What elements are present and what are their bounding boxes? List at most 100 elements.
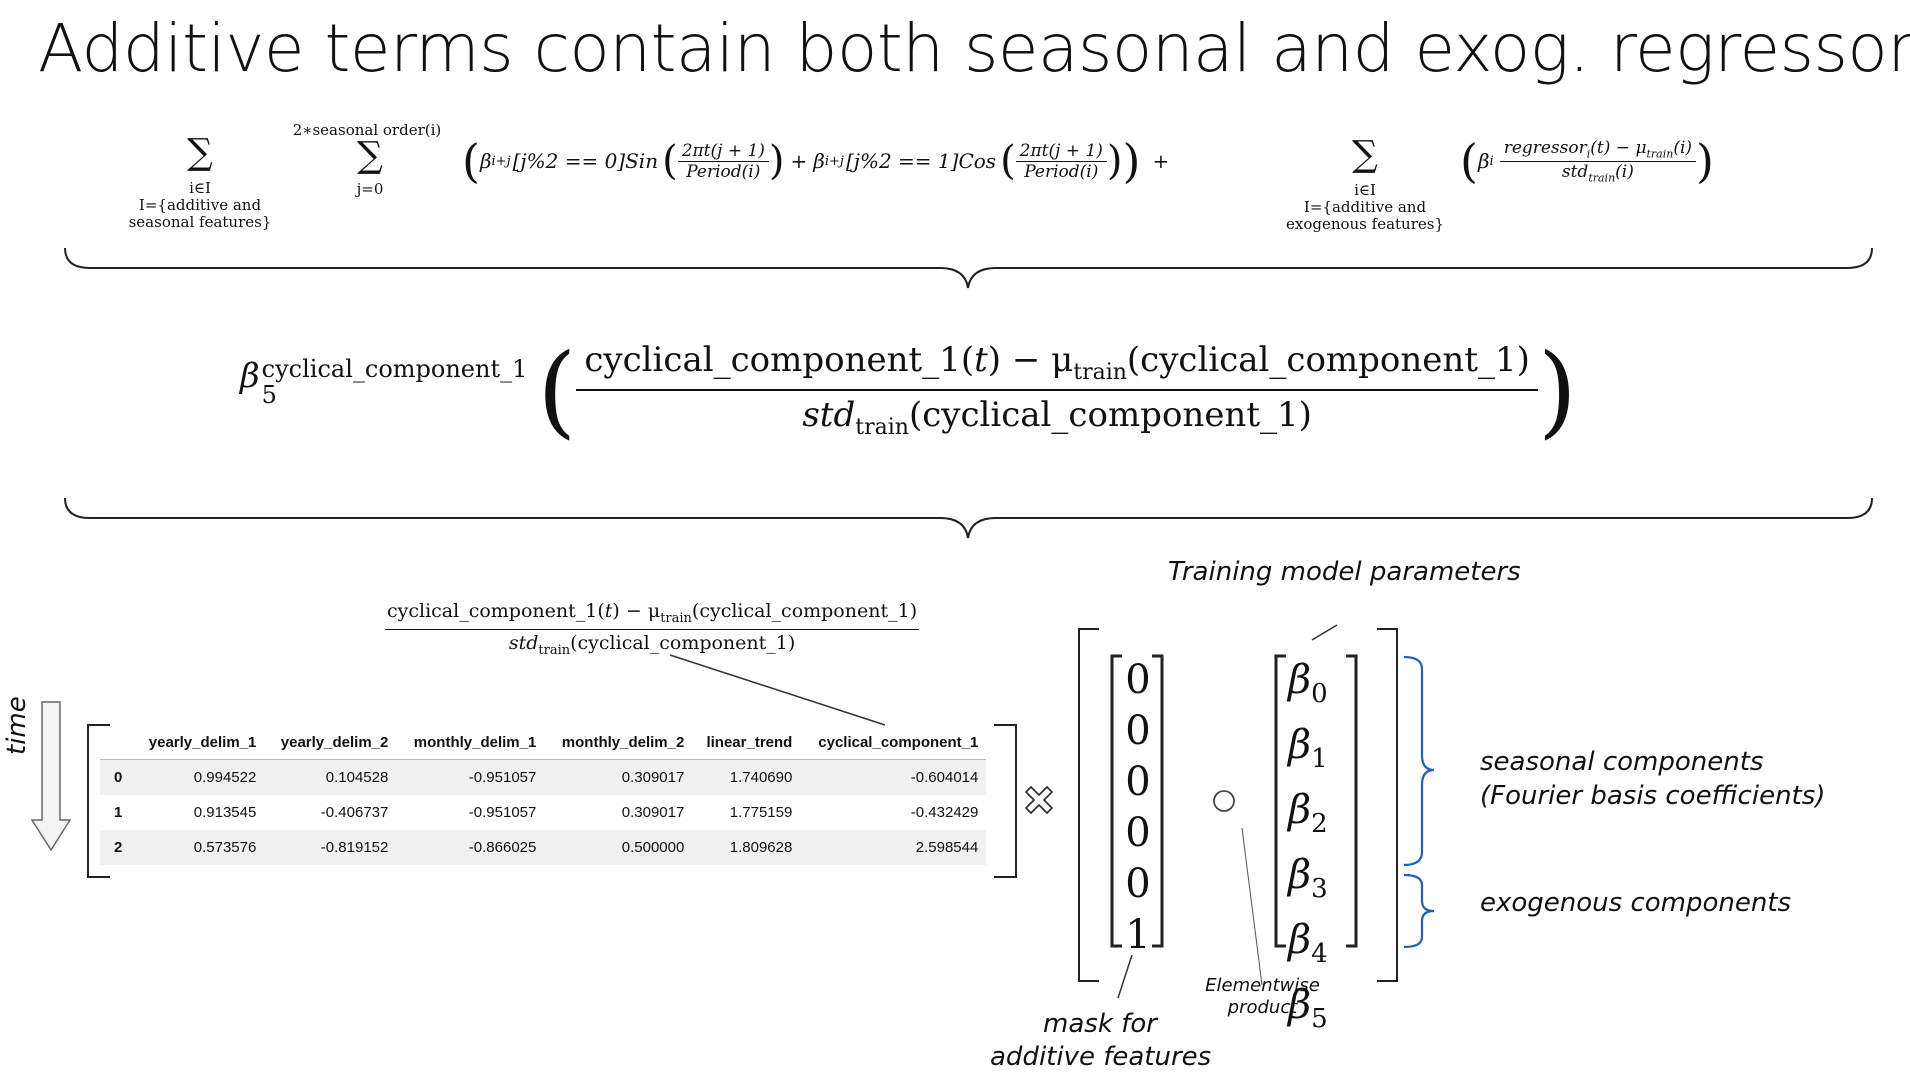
beta-subscript: i: [1489, 153, 1494, 169]
exogenous-components-label: exogenous components: [1480, 888, 1792, 918]
exogenous-brace: [1403, 873, 1435, 949]
plus-sign: +: [790, 149, 808, 173]
mask-label: mask for additive features: [990, 1008, 1212, 1074]
dataframe: yearly_delim_1 yearly_delim_2 monthly_de…: [100, 728, 987, 865]
beta-symbol: β: [1288, 787, 1312, 833]
table-row: 2 0.573576 -0.819152 -0.866025 0.500000 …: [100, 830, 987, 865]
train-subscript: train: [538, 642, 571, 658]
table-cell: -0.406737: [320, 804, 389, 821]
sum-3-index: i∈I: [1354, 181, 1376, 199]
num-a: cyclical_component_1(: [584, 340, 975, 381]
fraction-denominator: stdtrain(cyclical_component_1): [505, 630, 799, 658]
mask-entry: 0: [1125, 861, 1151, 907]
column-header: monthly_delim_2: [561, 734, 685, 751]
table-cell: 1.740690: [692, 759, 801, 795]
fraction-numerator: 2πt(j + 1): [1015, 141, 1107, 162]
mask-pointer-line: [1117, 954, 1133, 999]
training-params-label: Training model parameters: [1168, 557, 1521, 587]
paren-close: ): [768, 138, 785, 184]
sum-2: ∑: [340, 138, 400, 174]
table-cell: 0.309017: [621, 804, 685, 821]
params-pointer-line: [1311, 624, 1338, 641]
sum-1: ∑: [115, 135, 285, 171]
table-cell: -0.604014: [800, 759, 987, 795]
beta-symbol: β: [1288, 852, 1312, 898]
beta-symbol: β: [1477, 149, 1490, 173]
beta-subscript: i+j: [824, 153, 844, 169]
beta-symbol: β: [479, 149, 492, 173]
beta-subscript: i+j: [491, 153, 511, 169]
beta-symbol: β: [813, 149, 825, 173]
table-header-row: yearly_delim_1 yearly_delim_2 monthly_de…: [100, 728, 987, 760]
sin-fraction: 2πt(j + 1) Period(i): [677, 141, 769, 182]
seasonal-brace: [1403, 655, 1435, 867]
beta-subscript: 4: [1311, 939, 1328, 969]
column-header: [100, 728, 130, 760]
train-subscript: train: [1588, 170, 1616, 184]
beta5-term: β cyclical_component_1 5: [240, 356, 527, 408]
train-subscript: train: [1073, 360, 1127, 385]
regressor-fraction: regressori(t) − μtrain(i) stdtrain(i): [1499, 138, 1697, 184]
train-subscript: train: [1646, 147, 1674, 161]
row-index: 2: [100, 830, 131, 865]
table-cell: 0.913545: [193, 804, 257, 821]
fraction-denominator: Period(i): [1024, 161, 1099, 182]
mask-entry: 0: [1125, 810, 1151, 856]
minus-mu: (t) − μ: [1590, 138, 1647, 159]
beta-scripts: cyclical_component_1 5: [262, 356, 528, 408]
page-title: Additive terms contain both seasonal and…: [38, 10, 1910, 87]
elementwise-pointer-line: [1241, 827, 1263, 986]
table-cell: 0.573576: [130, 830, 265, 865]
sum-3-set-a: I={additive and: [1303, 198, 1427, 216]
sigma-symbol: ∑: [187, 132, 213, 173]
table-cell: -0.819152: [264, 830, 397, 865]
sigma-symbol: ∑: [357, 135, 383, 176]
den-c: (cyclical_component_1): [570, 631, 796, 654]
beta-subscript: 2: [1311, 809, 1328, 839]
paren-open: (: [462, 134, 480, 188]
mask-label-line-2: additive features: [990, 1042, 1212, 1072]
table-cell: -0.951057: [396, 759, 545, 795]
train-subscript: train: [660, 610, 692, 626]
beta-entry: β4: [1288, 915, 1352, 980]
fraction-denominator: stdtrain(i): [1558, 162, 1638, 184]
elementwise-label-line-2: product: [1227, 997, 1298, 1018]
beta-vector-brackets: [1274, 654, 1358, 948]
seasonal-label-line-2: (Fourier basis coefficients): [1480, 781, 1826, 811]
paren-close: ): [1122, 134, 1141, 188]
paren-open: (: [1460, 134, 1478, 188]
paren-i: (i): [1615, 161, 1634, 182]
table-cell: 1.775159: [729, 804, 793, 821]
paren-i: (i): [1673, 138, 1693, 159]
cyclical-fraction: cyclical_component_1(t) − μtrain(cyclica…: [576, 340, 1538, 440]
beta-subscript: 5: [261, 381, 277, 409]
sum-2-upper: 2∗seasonal order(i): [292, 121, 442, 139]
table-cell: 0.309017: [544, 759, 693, 795]
beta-subscript: 3: [1311, 874, 1328, 904]
fraction-denominator: Period(i): [686, 161, 761, 182]
num-c: (cyclical_component_1): [691, 600, 918, 622]
elementwise-label-line-1: Elementwise: [1205, 975, 1320, 996]
column-header: monthly_delim_1: [413, 734, 537, 751]
beta-superscript: cyclical_component_1: [261, 355, 528, 383]
num-b: ) − μ: [987, 340, 1074, 381]
fraction-numerator: cyclical_component_1(t) − μtrain(cyclica…: [576, 340, 1538, 391]
cos-condition: [j%2 == 1]Cos: [845, 149, 997, 173]
cos-fraction: 2πt(j + 1) Period(i): [1015, 141, 1107, 182]
table-row: 0 0.994522 0.104528 -0.951057 0.309017 1…: [100, 759, 987, 795]
beta-symbol: β: [1288, 722, 1312, 768]
sum-1-index: i∈I: [189, 179, 211, 197]
dataframe-table: yearly_delim_1 yearly_delim_2 monthly_de…: [100, 728, 987, 865]
cyclical-formula: β cyclical_component_1 5 ( cyclical_comp…: [240, 332, 1577, 449]
mask-label-line-1: mask for: [1043, 1009, 1157, 1039]
sum-3: ∑: [1330, 137, 1400, 173]
row-index: 1: [114, 804, 123, 821]
den-c: (cyclical_component_1): [908, 395, 1312, 435]
mask-vector-brackets: [1110, 654, 1164, 948]
beta-entry: β0: [1288, 655, 1352, 720]
sum-2-lower: j=0: [356, 180, 384, 198]
std-text: std: [802, 395, 856, 435]
table-cell: -0.951057: [468, 804, 537, 821]
table-cell: -0.432429: [910, 804, 979, 821]
std-text: std: [1561, 161, 1589, 182]
